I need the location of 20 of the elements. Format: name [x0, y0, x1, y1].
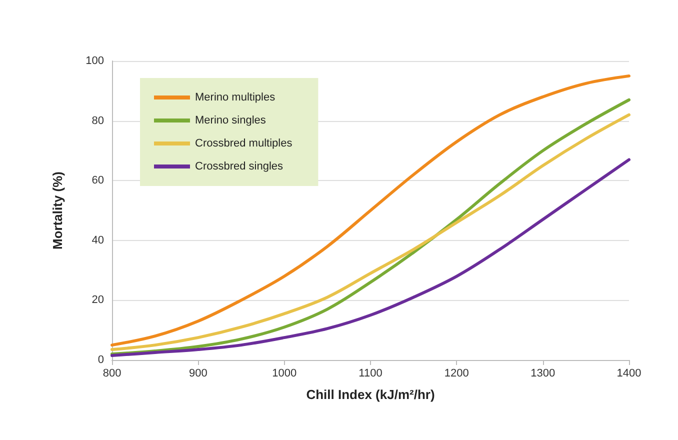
- x-tick-label: 1400: [616, 368, 642, 380]
- x-tick-label: 1300: [530, 368, 556, 380]
- legend-label: Crossbred singles: [195, 160, 284, 172]
- x-axis-title: Chill Index (kJ/m²/hr): [306, 387, 435, 402]
- y-tick-label: 100: [86, 55, 104, 67]
- x-tick-label: 800: [102, 368, 122, 380]
- y-tick-label: 20: [92, 294, 104, 306]
- y-axis-title: Mortality (%): [50, 172, 65, 250]
- y-tick-label: 60: [92, 174, 104, 187]
- legend-label: Crossbred multiples: [195, 138, 293, 150]
- y-tick-label: 40: [92, 234, 104, 246]
- x-tick-label: 1100: [358, 368, 382, 380]
- legend-label: Merino multiples: [195, 92, 276, 104]
- x-tick-label: 1000: [272, 368, 297, 380]
- y-tick-label: 0: [98, 354, 104, 366]
- legend-label: Merino singles: [195, 114, 266, 126]
- x-tick-label: 1200: [444, 368, 469, 380]
- line-series: [110, 158, 630, 358]
- y-tick-label: 80: [92, 114, 104, 127]
- x-tick-label: 900: [188, 368, 208, 380]
